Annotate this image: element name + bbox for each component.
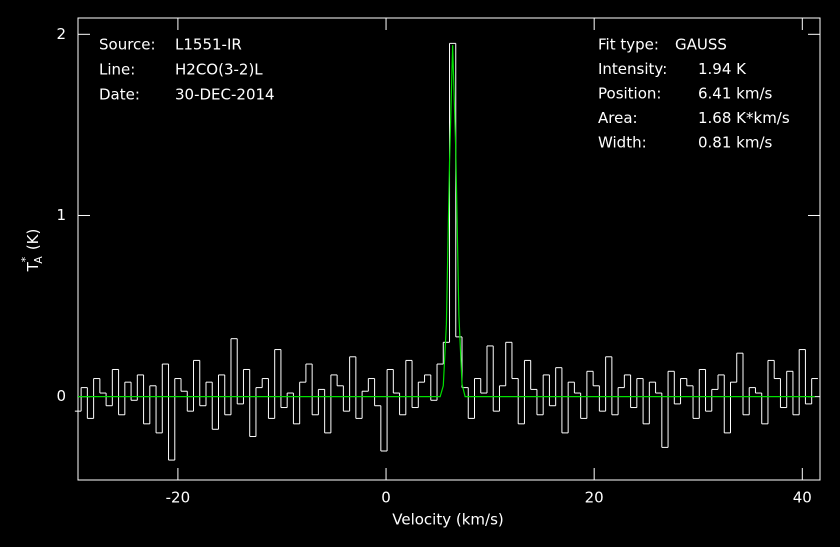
info-label: Date: [99,86,140,104]
info-value: L1551-IR [175,36,242,54]
info-label: Source: [99,36,156,54]
info-label: Intensity: [598,60,667,78]
info-value: H2CO(3-2)L [175,61,263,79]
info-value: 0.81 km/s [698,134,773,152]
x-axis-label: Velocity (km/s) [392,511,503,529]
plot-frame [77,17,821,481]
y-tick-label: 1 [56,206,66,224]
info-label: Position: [598,85,661,103]
y-axis-label: T*A (K) [19,229,45,273]
y-label-main: T [24,261,42,272]
info-value: 6.41 km/s [698,85,773,103]
y-label-unit: (K) [24,229,42,251]
y-label-sup: * [19,256,32,262]
info-label: Fit type: [598,36,659,54]
fit-curve [78,45,815,398]
info-value: 1.94 K [698,60,747,78]
x-tick-label: 40 [793,489,812,507]
y-tick-label: 2 [56,25,66,43]
x-tick-label: -20 [166,489,191,507]
x-tick-label: 20 [585,489,604,507]
info-value: 1.68 K*km/s [698,109,790,127]
info-label: Line: [99,61,135,79]
info-label: Width: [598,134,647,152]
x-tick-label: 0 [381,489,391,507]
info-value: GAUSS [675,36,727,54]
y-label-sub: A [32,256,45,264]
y-tick-label: 0 [56,387,66,405]
info-label: Area: [598,109,638,127]
info-value: 30-DEC-2014 [175,86,275,104]
